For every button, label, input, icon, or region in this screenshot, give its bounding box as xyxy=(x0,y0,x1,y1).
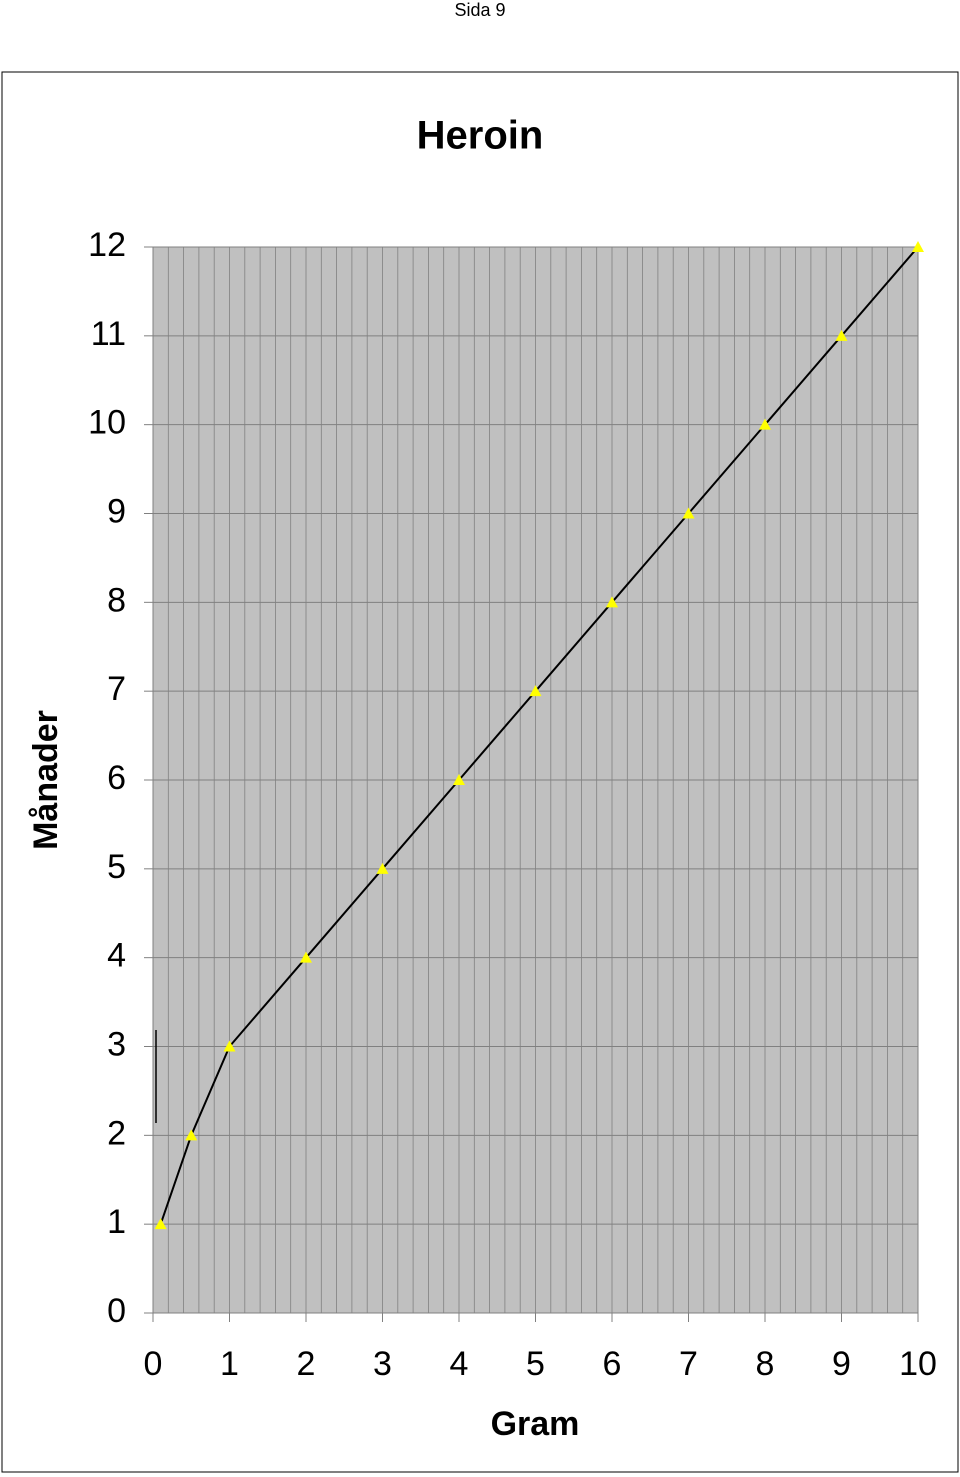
marker xyxy=(223,1040,236,1052)
x-tick-label: 8 xyxy=(756,1345,775,1383)
x-tick-label: 10 xyxy=(899,1345,937,1383)
x-tick-label: 0 xyxy=(144,1345,163,1383)
page-header: Sida 9 xyxy=(454,0,505,20)
y-tick-label: 10 xyxy=(88,404,126,442)
x-tick-label: 2 xyxy=(297,1345,316,1383)
marker xyxy=(529,685,542,697)
marker xyxy=(300,951,312,963)
y-tick-label: 0 xyxy=(107,1292,126,1330)
x-tick-label: 5 xyxy=(526,1345,545,1383)
marker xyxy=(376,862,389,874)
y-axis-label: Månader xyxy=(27,710,65,850)
marker xyxy=(154,1218,167,1230)
y-tick-label: 11 xyxy=(91,315,126,353)
series-line xyxy=(159,246,919,1225)
marker xyxy=(912,241,924,252)
x-tick-label: 9 xyxy=(832,1345,851,1383)
x-tick-label: 3 xyxy=(373,1345,392,1383)
x-tick-label: 6 xyxy=(603,1345,622,1383)
y-tick-label: 4 xyxy=(107,937,126,975)
marker xyxy=(835,329,848,341)
x-tick-label: 1 xyxy=(220,1345,239,1383)
y-tick-label: 1 xyxy=(107,1203,126,1241)
y-tick-label: 3 xyxy=(107,1025,126,1063)
marker xyxy=(682,507,695,519)
y-tick-label: 7 xyxy=(107,670,126,708)
y-tick-label: 5 xyxy=(107,848,126,886)
y-tick-label: 8 xyxy=(107,581,126,619)
y-tick-label: 2 xyxy=(107,1114,126,1152)
y-tick-label: 12 xyxy=(88,226,126,264)
y-tick-label: 9 xyxy=(107,492,126,530)
chart-frame xyxy=(1,71,959,1473)
marker xyxy=(606,596,618,608)
x-tick-label: 4 xyxy=(450,1345,469,1383)
chart-title: Heroin xyxy=(417,114,544,158)
x-tick-label: 7 xyxy=(679,1345,698,1383)
marker xyxy=(453,774,465,785)
y-tick-label: 6 xyxy=(107,759,126,797)
marker xyxy=(185,1129,198,1141)
x-axis-label: Gram xyxy=(491,1405,580,1443)
marker xyxy=(759,418,771,430)
